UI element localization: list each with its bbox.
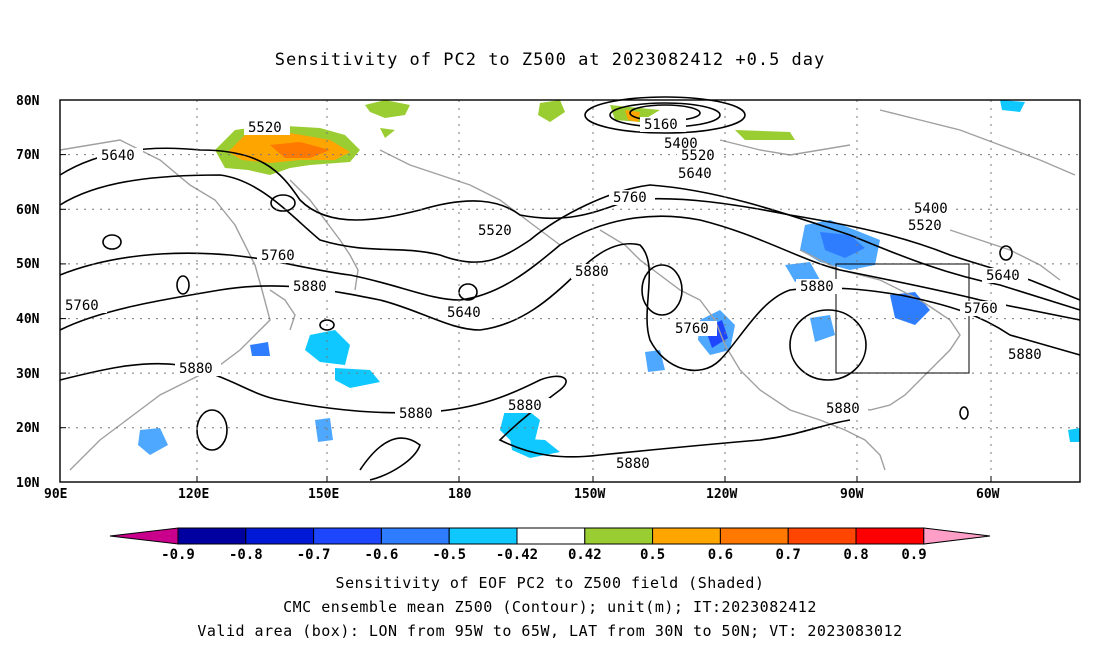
colorbar-segment xyxy=(177,527,247,545)
lon-label: 180 xyxy=(448,487,472,502)
contour-label: 5880 xyxy=(575,264,609,280)
colorbar-end-high xyxy=(923,527,991,545)
shade-negative xyxy=(1068,428,1080,442)
contour-label: 5760 xyxy=(261,248,295,264)
shade-negative xyxy=(138,428,168,455)
shade-negative xyxy=(250,342,270,356)
colorbar-segment xyxy=(313,527,382,545)
shade-negative xyxy=(315,418,333,442)
figure-title: Sensitivity of PC2 to Z500 at 2023082412… xyxy=(274,50,826,70)
colorbar-segment xyxy=(584,527,654,545)
contour-labels: 5520 5640 5760 5880 5160 5400 5520 5640 … xyxy=(61,117,1050,472)
colorbar-label: 0.5 xyxy=(640,547,665,563)
shade-negative xyxy=(500,408,540,445)
colorbar-segment xyxy=(380,527,450,545)
contour-label: 5520 xyxy=(248,120,282,136)
lat-label: 10N xyxy=(16,476,40,491)
colorbar-segment xyxy=(448,527,518,545)
shade-positive xyxy=(538,100,565,122)
lon-label: 90W xyxy=(840,487,864,502)
contour-label: 5760 xyxy=(65,298,99,314)
plot-frame xyxy=(59,99,1081,483)
contour-label: 5640 xyxy=(447,305,481,321)
lat-label: 70N xyxy=(16,148,40,163)
lat-label: 50N xyxy=(16,257,40,272)
contour-label: 5160 xyxy=(644,117,678,133)
contour-label: 5520 xyxy=(681,148,715,164)
lon-label: 90E xyxy=(44,487,67,502)
colorbar-label: -0.6 xyxy=(365,547,399,563)
contour-label: 5880 xyxy=(1008,347,1042,363)
lon-label: 150W xyxy=(574,487,605,502)
shade-positive xyxy=(735,130,795,140)
lat-label: 80N xyxy=(16,94,40,109)
contour-label: 5640 xyxy=(101,148,135,164)
caption-line: Sensitivity of EOF PC2 to Z500 field (Sh… xyxy=(335,574,765,592)
shade-negative xyxy=(645,350,665,372)
shade-negative xyxy=(335,368,380,388)
valid-area-box xyxy=(835,263,970,374)
contour-label: 5760 xyxy=(675,321,709,337)
caption-line: CMC ensemble mean Z500 (Contour); unit(m… xyxy=(283,598,817,616)
contour-label: 5520 xyxy=(908,218,942,234)
colorbar-label: 0.8 xyxy=(843,547,868,563)
shade-positive xyxy=(270,142,330,158)
lat-label: 30N xyxy=(16,367,40,382)
colorbar-label: -0.8 xyxy=(229,547,263,563)
contour-label: 5760 xyxy=(964,301,998,317)
lon-label: 120W xyxy=(706,487,737,502)
contour-label: 5880 xyxy=(826,401,860,417)
colorbar-segment xyxy=(855,527,925,545)
lon-label: 120E xyxy=(178,487,209,502)
shade-negative xyxy=(785,262,820,282)
contour-label: 5400 xyxy=(914,201,948,217)
colorbar-label: -0.9 xyxy=(161,547,195,563)
lon-label: 60W xyxy=(976,487,1000,502)
contour-label: 5880 xyxy=(800,279,834,295)
colorbar-label: 0.7 xyxy=(776,547,801,563)
contour-label: 5760 xyxy=(613,190,647,206)
shade-positive xyxy=(380,128,395,138)
shade-positive xyxy=(365,100,410,118)
shade-negative xyxy=(820,232,865,258)
axis-labels: 80N 70N 60N 50N 40N 30N 20N 10N 90E 120E… xyxy=(16,94,1000,502)
contour-label: 5880 xyxy=(508,398,542,414)
lon-label: 150E xyxy=(308,487,339,502)
contour-label: 5640 xyxy=(678,166,712,182)
colorbar xyxy=(109,527,991,545)
contour-label: 5520 xyxy=(478,223,512,239)
lat-label: 60N xyxy=(16,203,40,218)
colorbar-labels: -0.9 -0.8 -0.7 -0.6 -0.5 -0.42 0.42 0.5 … xyxy=(161,547,927,563)
colorbar-label: -0.42 xyxy=(496,547,538,563)
caption-line: Valid area (box): LON from 95W to 65W, L… xyxy=(197,622,903,640)
shade-negative xyxy=(510,438,560,458)
contour-label: 5880 xyxy=(293,279,327,295)
colorbar-segment xyxy=(245,527,315,545)
contour-label: 5880 xyxy=(179,361,213,377)
contour-label: 5640 xyxy=(986,268,1020,284)
shade-negative xyxy=(810,315,835,342)
colorbar-label: 0.9 xyxy=(901,547,926,563)
shade-negative xyxy=(305,330,350,365)
shade-negative xyxy=(1000,100,1025,112)
colorbar-segment xyxy=(787,527,857,545)
contour-label: 5880 xyxy=(399,406,433,422)
colorbar-segment xyxy=(652,527,721,545)
colorbar-label: -0.5 xyxy=(432,547,466,563)
colorbar-end-low xyxy=(109,527,179,545)
contour-label: 5880 xyxy=(616,456,650,472)
colorbar-segment xyxy=(719,527,789,545)
colorbar-label: 0.6 xyxy=(708,547,733,563)
lat-label: 40N xyxy=(16,312,40,327)
coastlines xyxy=(59,109,1076,471)
colorbar-segment xyxy=(516,527,586,545)
lat-label: 20N xyxy=(16,421,40,436)
colorbar-label: 0.42 xyxy=(568,547,602,563)
colorbar-label: -0.7 xyxy=(297,547,331,563)
tick-marks xyxy=(60,99,992,482)
